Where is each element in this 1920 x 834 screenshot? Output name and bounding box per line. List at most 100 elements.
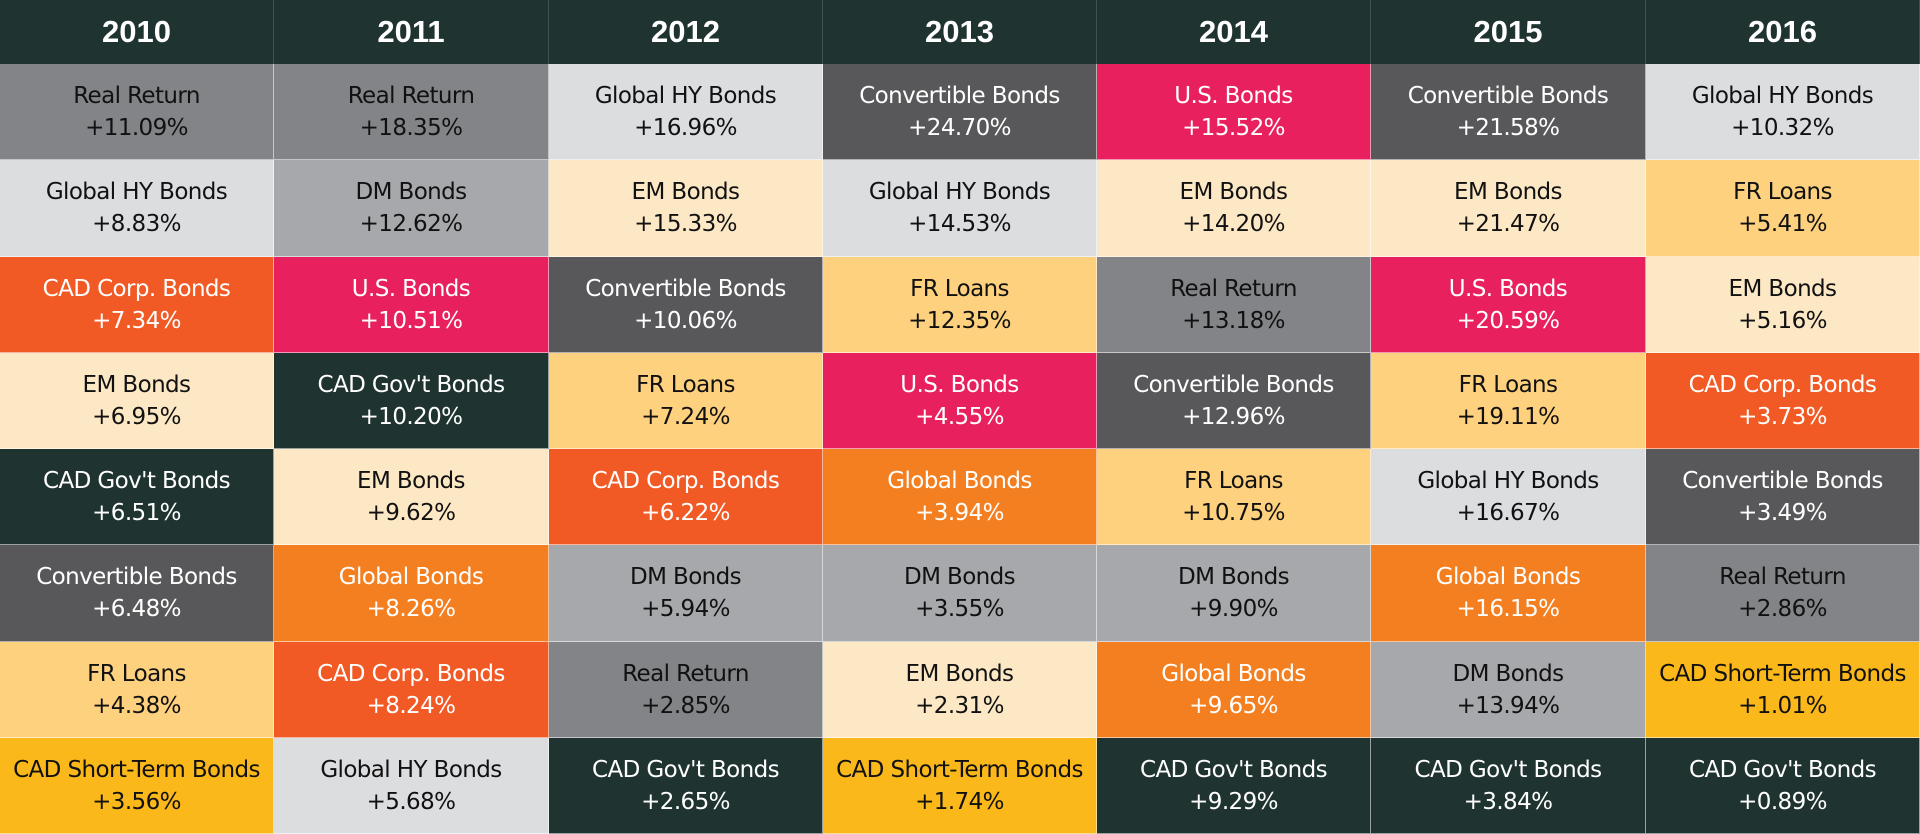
return-cell-2010-rank-3: CAD Corp. Bonds +7.34% <box>0 257 274 353</box>
asset-class-label: CAD Gov't Bonds <box>1414 756 1603 783</box>
asset-class-label: U.S. Bonds <box>351 275 471 302</box>
return-value-label: +0.89% <box>1738 788 1827 815</box>
return-cell-2016-rank-1: Global HY Bonds +10.32% <box>1646 64 1920 160</box>
return-cell-2015-rank-3: U.S. Bonds +20.59% <box>1371 257 1646 353</box>
asset-class-label: EM Bonds <box>1179 179 1289 205</box>
return-cell-2011-rank-3: U.S. Bonds +10.51% <box>274 257 549 353</box>
return-value-label: +13.94% <box>1456 692 1560 719</box>
asset-class-label: Real Return <box>1170 275 1297 302</box>
asset-class-label: EM Bonds <box>1728 275 1838 302</box>
return-cell-2014-rank-7: Global Bonds +9.65% <box>1097 642 1371 738</box>
return-cell-2014-rank-1: U.S. Bonds +15.52% <box>1097 64 1371 160</box>
asset-class-label: FR Loans <box>636 371 735 398</box>
asset-class-label: Convertible Bonds <box>1682 467 1883 494</box>
return-cell-2013-rank-1: Convertible Bonds +24.70% <box>823 64 1097 160</box>
return-value-label: +5.16% <box>1738 307 1827 334</box>
return-value-label: +10.51% <box>359 307 463 334</box>
return-cell-2014-rank-3: Real Return +13.18% <box>1097 257 1371 353</box>
return-value-label: +3.56% <box>92 788 181 815</box>
asset-class-label: EM Bonds <box>631 179 741 205</box>
asset-class-label: Global Bonds <box>1435 564 1581 590</box>
return-value-label: +6.22% <box>641 499 730 526</box>
return-value-label: +12.96% <box>1182 403 1285 430</box>
return-value-label: +4.55% <box>915 403 1004 430</box>
return-cell-2012-rank-5: CAD Corp. Bonds +6.22% <box>549 449 823 545</box>
return-cell-2011-rank-6: Global Bonds +8.26% <box>274 545 549 642</box>
return-cell-2012-rank-2: EM Bonds +15.33% <box>549 160 823 257</box>
return-cell-2010-rank-1: Real Return +11.09% <box>0 64 274 160</box>
asset-class-label: U.S. Bonds <box>1174 82 1293 109</box>
return-value-label: +11.09% <box>85 114 188 141</box>
asset-class-label: EM Bonds <box>82 371 192 398</box>
asset-class-label: DM Bonds <box>1177 564 1290 590</box>
return-cell-2015-rank-4: FR Loans +19.11% <box>1371 353 1646 449</box>
year-header-2014: 2014 <box>1097 0 1371 64</box>
year-header-2011: 2011 <box>274 0 549 64</box>
return-value-label: +10.75% <box>1182 499 1285 526</box>
asset-class-label: Global HY Bonds <box>594 82 777 109</box>
return-cell-2010-rank-8: CAD Short-Term Bonds +3.56% <box>0 738 274 834</box>
return-cell-2011-rank-2: DM Bonds +12.62% <box>274 160 549 257</box>
return-value-label: +15.33% <box>634 211 737 237</box>
asset-class-label: CAD Short-Term Bonds <box>1659 660 1906 687</box>
asset-class-label: FR Loans <box>1733 179 1832 205</box>
asset-class-label: EM Bonds <box>1454 179 1563 205</box>
return-value-label: +21.47% <box>1456 211 1560 237</box>
asset-class-label: EM Bonds <box>905 660 1015 687</box>
return-value-label: +9.90% <box>1189 596 1278 622</box>
asset-class-label: DM Bonds <box>903 564 1016 590</box>
return-cell-2015-rank-1: Convertible Bonds +21.58% <box>1371 64 1646 160</box>
return-cell-2013-rank-5: Global Bonds +3.94% <box>823 449 1097 545</box>
return-value-label: +6.51% <box>92 499 181 526</box>
asset-class-label: FR Loans <box>87 660 186 687</box>
return-value-label: +9.65% <box>1189 692 1278 719</box>
return-value-label: +10.32% <box>1731 114 1834 141</box>
return-value-label: +1.74% <box>915 788 1004 815</box>
return-cell-2010-rank-2: Global HY Bonds +8.83% <box>0 160 274 257</box>
return-cell-2014-rank-6: DM Bonds +9.90% <box>1097 545 1371 642</box>
asset-class-label: Global HY Bonds <box>1417 467 1599 494</box>
asset-class-label: FR Loans <box>910 275 1009 302</box>
return-cell-2010-rank-4: EM Bonds +6.95% <box>0 353 274 449</box>
return-value-label: +5.68% <box>366 788 456 815</box>
return-cell-2016-rank-4: CAD Corp. Bonds +3.73% <box>1646 353 1920 449</box>
asset-class-label: U.S. Bonds <box>1448 275 1568 302</box>
return-cell-2016-rank-2: FR Loans +5.41% <box>1646 160 1920 257</box>
return-cell-2013-rank-2: Global HY Bonds +14.53% <box>823 160 1097 257</box>
return-value-label: +21.58% <box>1456 114 1560 141</box>
asset-class-label: Convertible Bonds <box>859 82 1060 109</box>
return-value-label: +18.35% <box>359 114 463 141</box>
return-value-label: +5.41% <box>1738 211 1827 237</box>
asset-class-label: CAD Corp. Bonds <box>1688 371 1877 398</box>
asset-class-label: Global Bonds <box>338 564 484 590</box>
return-value-label: +8.83% <box>92 211 181 237</box>
return-cell-2016-rank-7: CAD Short-Term Bonds +1.01% <box>1646 642 1920 738</box>
return-cell-2014-rank-2: EM Bonds +14.20% <box>1097 160 1371 257</box>
return-value-label: +3.49% <box>1738 499 1827 526</box>
year-header-2012: 2012 <box>549 0 823 64</box>
return-value-label: +12.62% <box>359 211 463 237</box>
return-value-label: +16.15% <box>1456 596 1560 622</box>
return-value-label: +9.62% <box>366 499 456 526</box>
return-cell-2011-rank-4: CAD Gov't Bonds +10.20% <box>274 353 549 449</box>
return-value-label: +2.85% <box>641 692 730 719</box>
return-cell-2015-rank-7: DM Bonds +13.94% <box>1371 642 1646 738</box>
asset-class-label: Global HY Bonds <box>868 179 1051 205</box>
return-cell-2011-rank-1: Real Return +18.35% <box>274 64 549 160</box>
return-cell-2011-rank-5: EM Bonds +9.62% <box>274 449 549 545</box>
asset-class-label: FR Loans <box>1458 371 1558 398</box>
asset-class-label: Real Return <box>73 82 200 109</box>
asset-class-label: Global Bonds <box>887 467 1032 494</box>
asset-class-label: DM Bonds <box>355 179 467 205</box>
return-value-label: +24.70% <box>908 114 1011 141</box>
asset-class-label: Global HY Bonds <box>45 179 228 205</box>
return-cell-2013-rank-6: DM Bonds +3.55% <box>823 545 1097 642</box>
asset-class-label: Real Return <box>1719 564 1846 590</box>
asset-class-label: CAD Short-Term Bonds <box>13 756 260 783</box>
return-value-label: +10.06% <box>634 307 737 334</box>
return-cell-2012-rank-4: FR Loans +7.24% <box>549 353 823 449</box>
return-cell-2012-rank-3: Convertible Bonds +10.06% <box>549 257 823 353</box>
return-value-label: +5.94% <box>641 596 730 622</box>
asset-class-label: CAD Gov't Bonds <box>592 756 780 783</box>
